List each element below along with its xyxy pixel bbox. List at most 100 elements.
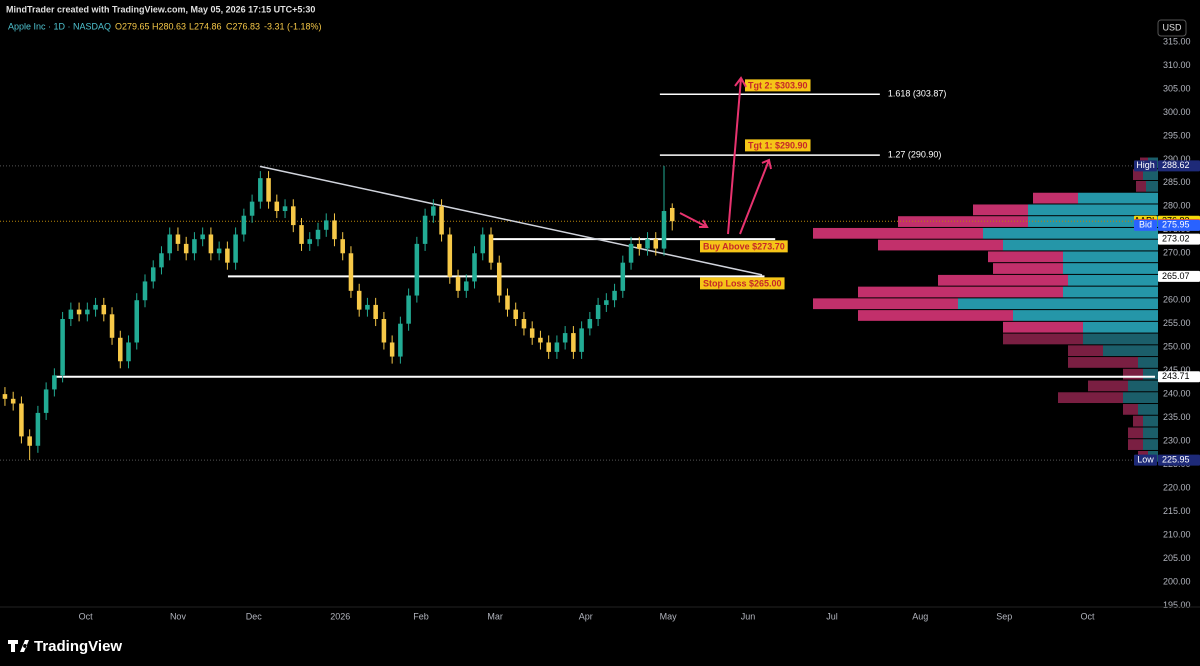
brand-logo [8,640,29,652]
candle-body [365,304,370,310]
candle-body [150,267,156,282]
candle-body [85,309,90,315]
candle-body [348,253,354,291]
candle-body [447,234,453,277]
profile-up [1123,392,1158,404]
profile-up [1083,321,1158,333]
candle-body [661,211,667,249]
candle-body [332,220,337,240]
candle-body [464,281,469,291]
candle-body [2,394,8,399]
profile-up [1143,415,1158,427]
candle-body [529,328,535,338]
y-tick-label: 195.00 [1163,600,1191,610]
y-tick-label: 260.00 [1163,295,1191,305]
candle-body [27,436,32,446]
y-tick-label: 280.00 [1163,201,1191,211]
candle-body [587,319,593,329]
ohlc-change: -3.31 (-1.18%) [264,21,322,31]
profile-down [973,204,1028,216]
profile-up [1063,263,1158,274]
candle-body [612,290,617,301]
candle-body [192,239,197,254]
y-tick-label: 210.00 [1163,529,1191,539]
candle-body [118,337,123,362]
x-tick-label: May [660,611,678,621]
x-tick-label: Sep [996,611,1012,621]
profile-down [1133,415,1143,427]
ohlc-open: O279.65 [115,21,150,31]
candle-body [669,207,675,222]
profile-down [1128,427,1143,439]
fib-label: 1.27 (290.90) [888,150,942,160]
candle-body [93,304,98,310]
y-tick-label: 215.00 [1163,506,1191,516]
profile-down [858,286,1063,298]
profile-up [1138,357,1158,368]
profile-up [1063,251,1158,263]
candle-body [315,229,321,240]
candle-body [183,243,189,254]
profile-down [1003,321,1083,333]
y-tick-label: 290.00 [1163,154,1191,164]
candle-body [200,234,205,240]
candle-body [455,276,461,291]
profile-up [1143,439,1158,450]
arrows [679,76,772,235]
price-flag-name: Bid [1139,220,1152,230]
candle-body [398,323,403,357]
price-flag-label: 265.07 [1162,271,1190,281]
candle-body [431,206,436,216]
candle-body [68,309,74,320]
profile-up [1078,192,1158,204]
y-tick-label: 230.00 [1163,435,1191,445]
candle-body [233,234,238,263]
profile-down [1123,404,1138,415]
annotation-box [700,240,788,253]
price-flag [1158,233,1200,245]
x-tick-label: Oct [79,611,94,621]
profile-down [1133,169,1143,181]
candle-body [513,309,518,320]
candle-body [562,333,568,343]
x-tick-label: Mar [487,611,503,621]
x-tick-label: Dec [246,611,263,621]
currency-label[interactable]: USD [1162,22,1182,32]
price-flag [1158,270,1200,282]
profile-down [1003,333,1083,345]
logo-mark [8,640,29,652]
ohlc-high: H280.63 [152,21,186,31]
profile-down [1058,392,1123,404]
y-tick-label: 305.00 [1163,83,1191,93]
arrow [679,212,709,228]
trendline [259,165,763,276]
price-flag-name: Low [1137,454,1154,464]
candle-body [19,403,24,437]
price-flag-name: High [1136,160,1155,170]
profile-down [813,227,983,239]
y-tick-label: 250.00 [1163,342,1191,352]
y-tick-label: 205.00 [1163,553,1191,563]
annotation-text: Tgt 2: $303.90 [748,80,808,90]
x-tick-label: Jul [826,611,838,621]
currency-button[interactable] [1157,19,1187,37]
price-flag-tag [1134,160,1157,172]
y-tick-label: 300.00 [1163,107,1191,117]
profile-up [1103,345,1158,357]
price-flag [1158,219,1200,231]
candle-body [488,234,494,263]
price-flag [1158,371,1200,383]
candle-body [546,342,551,352]
candle-body [414,243,420,296]
candle-body [52,375,57,390]
candle-body [480,234,486,254]
profile-down [1068,357,1138,368]
fib-label: 1.618 (303.87) [888,89,947,99]
candle-body [249,201,255,216]
profile-down [1033,192,1078,204]
candle-body [381,319,387,343]
candle-body [134,300,140,343]
candle-body [76,309,82,315]
profile-up [1083,333,1158,345]
